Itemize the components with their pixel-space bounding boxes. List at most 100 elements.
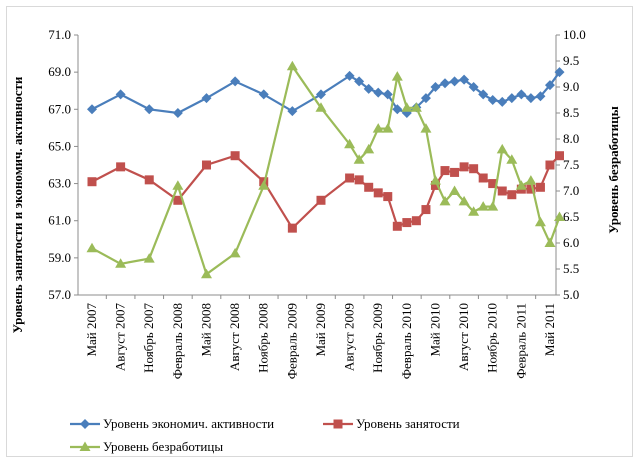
series-2-point bbox=[478, 173, 488, 183]
series-1-point bbox=[115, 89, 126, 100]
series-1-point bbox=[87, 104, 97, 115]
x-tick-label: Август 2010 bbox=[456, 303, 471, 371]
series-2-point bbox=[345, 173, 355, 183]
series-3-point bbox=[172, 180, 184, 190]
y-right-tick-label: 8.5 bbox=[563, 105, 579, 120]
series-1-point bbox=[315, 89, 326, 100]
series-3-point bbox=[544, 237, 556, 247]
series-3-point bbox=[468, 206, 480, 216]
series-2-point bbox=[287, 223, 297, 233]
series-1-point bbox=[354, 76, 365, 87]
series-2-point bbox=[173, 195, 183, 205]
x-tick-label: Август 2008 bbox=[227, 303, 242, 371]
x-tick-label: Май 2010 bbox=[427, 303, 442, 357]
series-3-point bbox=[525, 175, 537, 185]
series-1-point bbox=[535, 91, 546, 102]
series-2-point bbox=[526, 184, 536, 194]
series-3-point bbox=[477, 201, 489, 211]
series-3-point bbox=[534, 216, 546, 227]
series-2-point bbox=[430, 180, 440, 190]
y-left-tick-label: 71.0 bbox=[48, 27, 71, 42]
y-left-tick-label: 61.0 bbox=[48, 213, 71, 228]
series-2-point bbox=[440, 166, 450, 176]
series-2-point bbox=[535, 182, 545, 192]
series-1-point bbox=[449, 76, 460, 87]
x-tick-label: Август 2009 bbox=[342, 303, 357, 371]
series-3-point bbox=[391, 71, 403, 81]
series-1-point bbox=[382, 89, 393, 100]
series-3-point bbox=[429, 175, 441, 185]
series-2-point bbox=[507, 190, 517, 200]
y-left-tick-label: 69.0 bbox=[48, 64, 71, 79]
series-3-point bbox=[449, 185, 461, 195]
y-right-tick-label: 6.5 bbox=[563, 209, 579, 224]
chart-frame bbox=[6, 6, 633, 457]
y-right-tick-label: 5.0 bbox=[563, 287, 579, 302]
series-1-point bbox=[230, 76, 241, 87]
series-2-point bbox=[201, 160, 211, 170]
x-tick-label: Ноябрь 2008 bbox=[256, 303, 271, 373]
series-2-point bbox=[230, 151, 240, 161]
y-right-tick-label: 7.0 bbox=[563, 183, 579, 198]
series-3-point bbox=[200, 268, 212, 279]
series-3-point bbox=[143, 253, 155, 263]
series-3-point bbox=[496, 143, 508, 154]
series-3-point bbox=[344, 138, 356, 149]
series-1-point bbox=[468, 82, 479, 92]
y-right-tick-label: 9.5 bbox=[563, 53, 579, 68]
y-right-tick-label: 7.5 bbox=[563, 157, 579, 172]
x-tick-label: Май 2007 bbox=[84, 303, 99, 357]
y-left-tick-label: 63.0 bbox=[48, 176, 71, 191]
x-tick-label: Февраль 2008 bbox=[170, 303, 185, 379]
x-tick-label: Февраль 2009 bbox=[284, 303, 299, 379]
series-3-point bbox=[506, 154, 518, 164]
series-1-point bbox=[344, 70, 355, 81]
x-tick-label: Февраль 2010 bbox=[399, 303, 414, 379]
series-3-point bbox=[553, 211, 565, 221]
series-1-point bbox=[373, 87, 384, 98]
series-3-point bbox=[458, 195, 470, 206]
y-left-tick-label: 59.0 bbox=[48, 250, 71, 265]
series-1-point bbox=[478, 89, 489, 100]
y-right-tick-label: 8.0 bbox=[563, 131, 579, 146]
series-1-point bbox=[363, 83, 374, 94]
x-tick-label: Май 2011 bbox=[542, 303, 557, 356]
series-3-point bbox=[372, 123, 384, 133]
legend-marker bbox=[333, 419, 343, 429]
series-2-point bbox=[545, 160, 555, 170]
series-3-point bbox=[363, 143, 375, 154]
series-2-point bbox=[554, 151, 564, 161]
series-line-1 bbox=[91, 71, 561, 115]
series-3-point bbox=[315, 102, 327, 112]
y-right-axis-title: Уровень безработицы bbox=[606, 106, 621, 234]
series-2-point bbox=[87, 177, 97, 187]
x-tick-label: Май 2009 bbox=[313, 303, 328, 357]
series-3-point bbox=[286, 60, 298, 71]
series-2-point bbox=[421, 205, 431, 215]
series-3-point bbox=[258, 180, 270, 190]
series-1-point bbox=[420, 93, 431, 104]
series-3-point bbox=[382, 123, 394, 133]
x-tick-label: Ноябрь 2009 bbox=[370, 303, 385, 373]
series-1-point bbox=[287, 106, 298, 117]
series-line-2 bbox=[91, 154, 561, 230]
y-right-tick-label: 5.5 bbox=[563, 261, 579, 276]
series-2-point bbox=[411, 216, 421, 226]
series-3-point bbox=[439, 195, 451, 206]
series-2-point bbox=[469, 164, 479, 174]
series-3-point bbox=[86, 242, 98, 253]
x-tick-label: Май 2008 bbox=[198, 303, 213, 357]
series-3-point bbox=[115, 258, 127, 268]
x-tick-label: Ноябрь 2010 bbox=[485, 303, 500, 373]
series-2-point bbox=[488, 179, 498, 189]
series-2-point bbox=[373, 188, 383, 198]
y-left-tick-label: 67.0 bbox=[48, 101, 71, 116]
series-1-point bbox=[440, 78, 451, 89]
series-1-point bbox=[497, 96, 508, 107]
series-2-point bbox=[144, 175, 154, 185]
series-1-point bbox=[201, 93, 212, 104]
series-3-point bbox=[420, 123, 432, 133]
series-1-point bbox=[459, 74, 470, 85]
series-1-point bbox=[487, 95, 498, 105]
